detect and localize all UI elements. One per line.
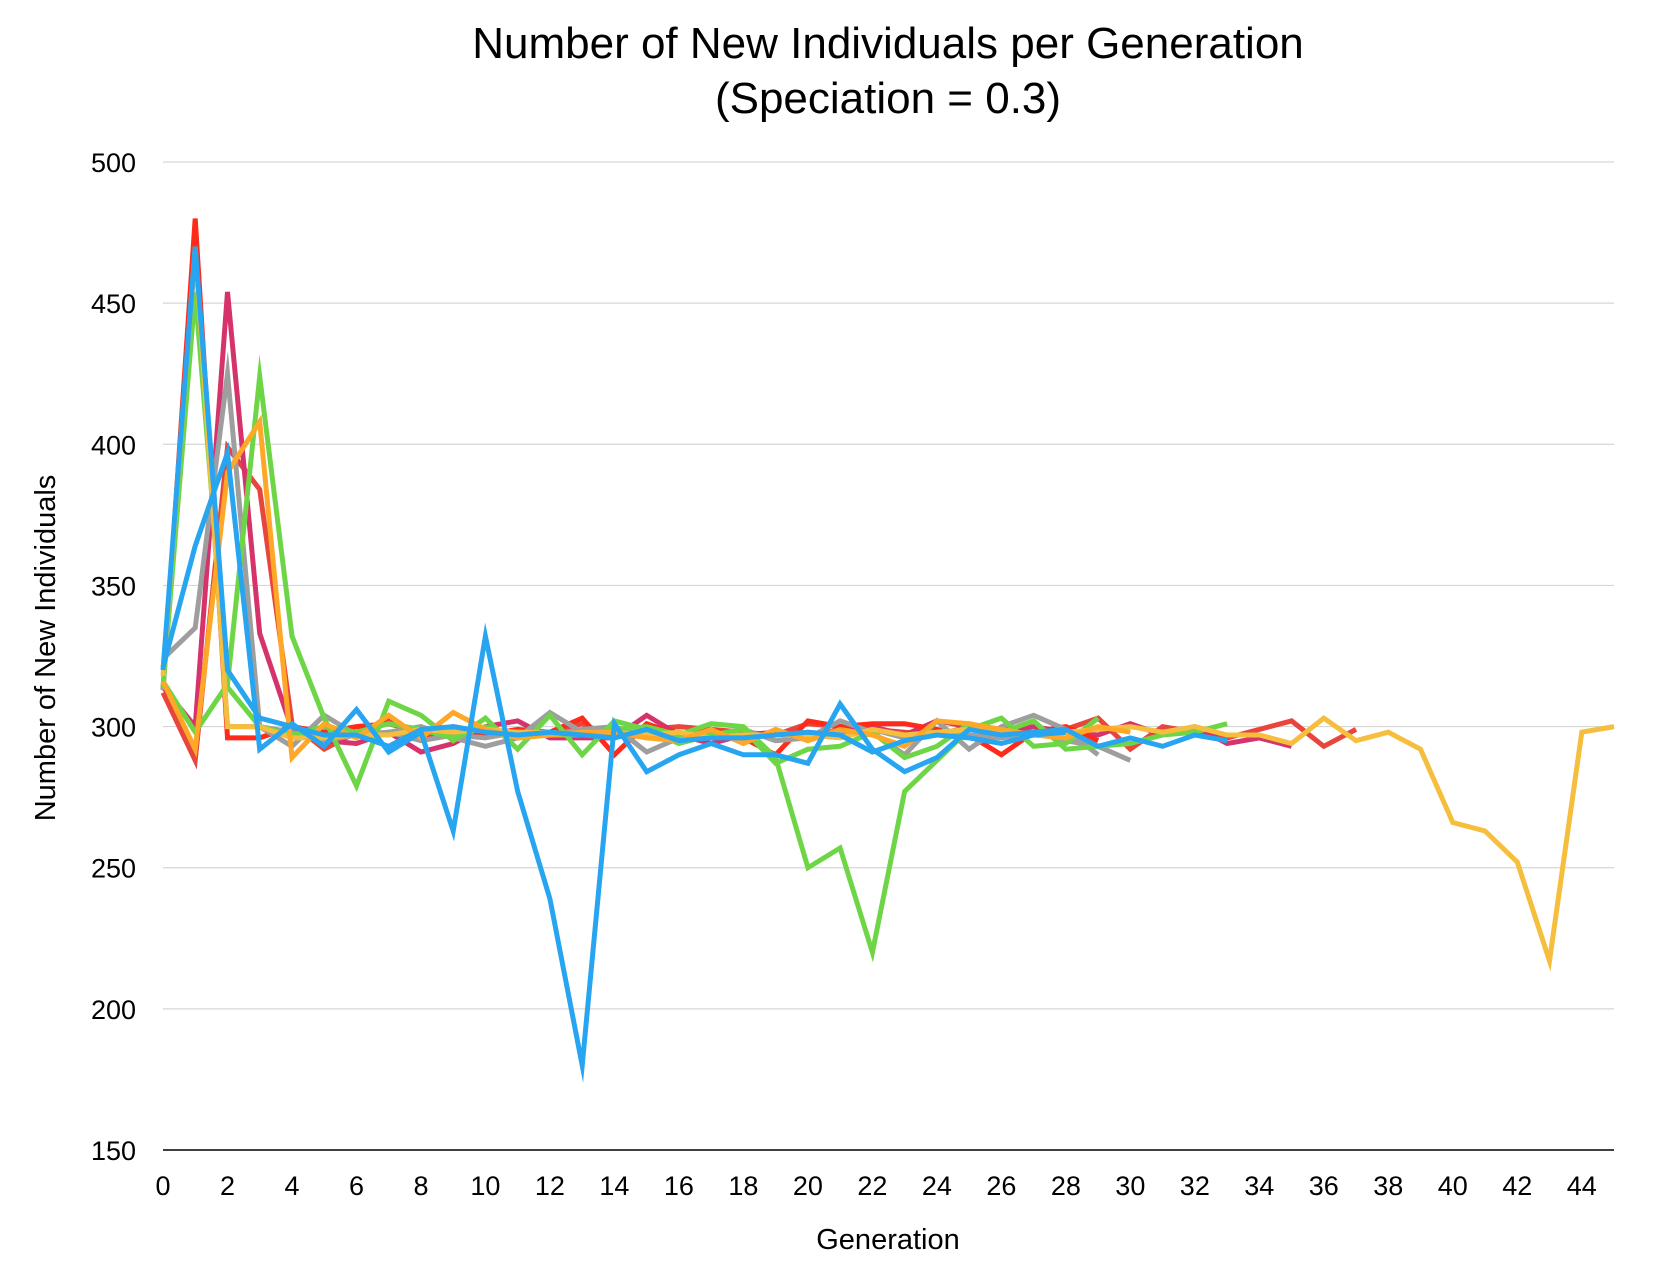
x-tick-label: 24 <box>922 1171 952 1201</box>
y-tick-label: 250 <box>91 854 136 884</box>
x-tick-label: 4 <box>284 1171 299 1201</box>
x-tick-labels: 0 2 4 6 8 10 12 14 16 18 20 22 24 26 28 30 32 34 36 38 40 42 4… <box>155 1171 1596 1201</box>
series-line-2 <box>161 291 1293 755</box>
y-axis-title: Number of New Individuals <box>30 475 62 822</box>
series-lines <box>160 218 1615 1083</box>
y-tick-label: 200 <box>91 995 136 1025</box>
x-tick-label: 0 <box>155 1171 170 1201</box>
x-tick-label: 6 <box>349 1171 364 1201</box>
x-tick-label: 2 <box>220 1171 235 1201</box>
x-tick-label: 8 <box>413 1171 428 1201</box>
x-tick-label: 32 <box>1180 1171 1210 1201</box>
x-tick-label: 28 <box>1051 1171 1081 1201</box>
y-tick-label: 400 <box>91 430 136 460</box>
series-line-4 <box>161 350 1100 759</box>
x-tick-label: 18 <box>728 1171 758 1201</box>
x-tick-label: 44 <box>1567 1171 1597 1201</box>
x-tick-label: 14 <box>599 1171 629 1201</box>
x-tick-label: 38 <box>1373 1171 1403 1201</box>
x-tick-label: 20 <box>793 1171 823 1201</box>
y-tick-label: 500 <box>91 148 136 178</box>
series-line-10 <box>160 441 1228 1083</box>
x-tick-label: 34 <box>1244 1171 1274 1201</box>
x-tick-label: 42 <box>1502 1171 1532 1201</box>
series-line-7 <box>160 291 1100 963</box>
x-tick-label: 22 <box>857 1171 887 1201</box>
x-tick-label: 36 <box>1309 1171 1339 1201</box>
chart-subtitle: (Speciation = 0.3) <box>715 74 1061 123</box>
x-tick-label: 10 <box>470 1171 500 1201</box>
x-axis-title: Generation <box>816 1224 960 1256</box>
y-tick-label: 450 <box>91 289 136 319</box>
x-tick-label: 30 <box>1115 1171 1145 1201</box>
x-tick-label: 12 <box>535 1171 565 1201</box>
chart-title: Number of New Individuals per Generation <box>472 19 1304 68</box>
y-tick-label: 300 <box>91 713 136 743</box>
series-line-3 <box>160 218 1100 759</box>
series-line-1 <box>160 440 1358 770</box>
x-tick-label: 40 <box>1438 1171 1468 1201</box>
x-tick-label: 26 <box>986 1171 1016 1201</box>
series-line-11 <box>160 246 1067 755</box>
series-line-8 <box>160 246 1615 972</box>
series-line-9 <box>160 414 1131 764</box>
x-tick-label: 16 <box>664 1171 694 1201</box>
y-tick-label: 150 <box>91 1136 136 1166</box>
y-tick-label: 350 <box>91 571 136 601</box>
y-tick-labels: 150 200 250 300 350 400 450 500 <box>91 148 136 1166</box>
